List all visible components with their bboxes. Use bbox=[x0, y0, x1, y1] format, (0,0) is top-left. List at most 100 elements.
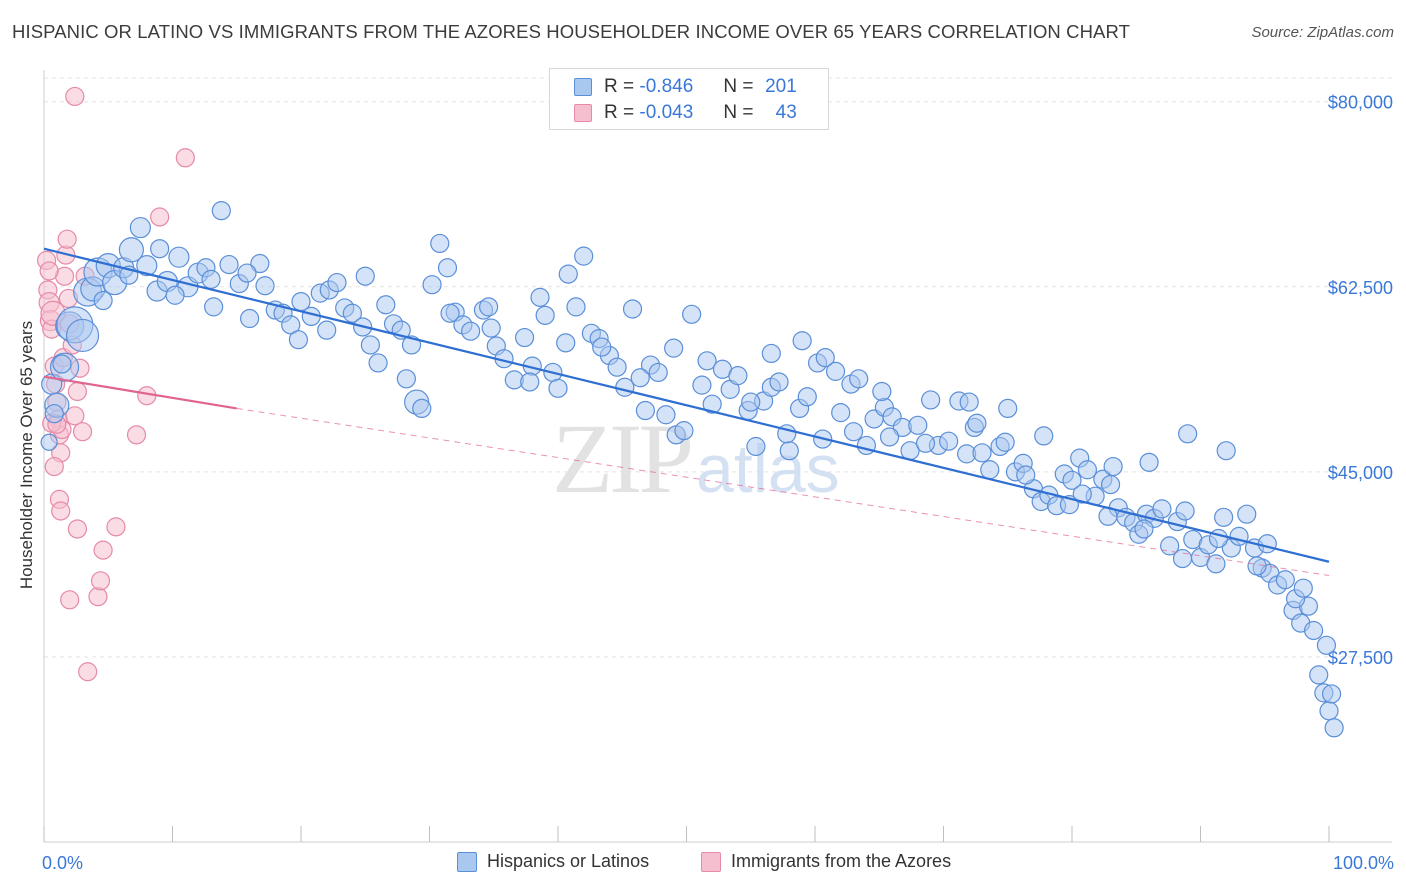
data-point-hispanic bbox=[65, 318, 100, 353]
data-point-hispanic bbox=[769, 372, 789, 392]
data-point-hispanic bbox=[1214, 507, 1234, 527]
data-point-hispanic bbox=[921, 390, 941, 410]
data-point-azores bbox=[126, 425, 147, 445]
data-point-hispanic bbox=[908, 415, 928, 435]
data-point-hispanic bbox=[1247, 556, 1267, 576]
data-point-hispanic bbox=[574, 246, 594, 266]
data-point-azores bbox=[93, 540, 113, 560]
data-point-azores bbox=[57, 229, 77, 249]
legend-r-value: -0.043 bbox=[639, 102, 694, 123]
data-point-hispanic bbox=[219, 254, 239, 275]
y-tick-label: $27,500 bbox=[1328, 648, 1393, 668]
y-tick-label: $62,500 bbox=[1328, 278, 1393, 298]
data-point-hispanic bbox=[520, 372, 540, 392]
data-point-hispanic bbox=[872, 381, 892, 402]
trend-line-azores bbox=[43, 375, 237, 410]
data-point-azores bbox=[51, 501, 71, 521]
data-point-hispanic bbox=[52, 354, 72, 374]
data-point-hispanic bbox=[849, 369, 869, 389]
data-point-hispanic bbox=[761, 343, 781, 364]
data-point-hispanic bbox=[1324, 718, 1344, 738]
data-point-azores bbox=[65, 86, 85, 107]
data-point-hispanic bbox=[44, 404, 64, 424]
data-point-hispanic bbox=[211, 201, 231, 221]
data-point-hispanic bbox=[622, 299, 643, 319]
data-point-hispanic bbox=[530, 287, 550, 307]
data-point-hispanic bbox=[1216, 441, 1236, 461]
data-point-azores bbox=[90, 571, 111, 591]
data-point-hispanic bbox=[995, 432, 1015, 452]
chart-title: HISPANIC OR LATINO VS IMMIGRANTS FROM TH… bbox=[12, 21, 1131, 42]
data-point-hispanic bbox=[664, 338, 684, 358]
data-point-hispanic bbox=[1178, 424, 1198, 444]
data-point-hispanic bbox=[40, 433, 58, 451]
legend-row-azores: R = -0.043 N = 43 bbox=[574, 100, 797, 126]
axes bbox=[43, 70, 1392, 843]
data-point-hispanic bbox=[376, 295, 396, 315]
data-point-hispanic bbox=[548, 378, 568, 398]
data-point-hispanic bbox=[1100, 474, 1121, 495]
data-point-hispanic bbox=[692, 375, 712, 395]
data-point-hispanic bbox=[1237, 504, 1257, 524]
y-tick-labels: $27,500 $45,000 $62,500 $80,000 bbox=[1328, 93, 1393, 668]
data-point-hispanic bbox=[281, 315, 301, 335]
data-point-hispanic bbox=[630, 368, 650, 388]
data-point-hispanic bbox=[1139, 452, 1159, 472]
data-point-hispanic bbox=[741, 392, 761, 412]
data-point-hispanic bbox=[412, 398, 432, 419]
data-point-hispanic bbox=[746, 436, 766, 457]
data-point-hispanic bbox=[558, 264, 578, 284]
data-point-hispanic bbox=[440, 303, 460, 323]
data-point-hispanic bbox=[240, 308, 260, 329]
data-point-hispanic bbox=[250, 253, 270, 274]
y-tick-label: $80,000 bbox=[1328, 93, 1393, 113]
data-point-hispanic bbox=[815, 348, 835, 368]
data-point-hispanic bbox=[430, 233, 450, 254]
data-point-hispanic bbox=[635, 400, 655, 421]
legend-r-label: R = bbox=[604, 102, 635, 123]
data-point-hispanic bbox=[535, 305, 555, 325]
data-point-hispanic bbox=[288, 330, 309, 350]
data-point-hispanic bbox=[237, 263, 257, 283]
data-point-hispanic bbox=[1309, 665, 1329, 685]
data-point-hispanic bbox=[481, 318, 501, 338]
data-point-hispanic bbox=[556, 333, 576, 353]
y-axis-label: Householder Income Over 65 years bbox=[17, 320, 36, 590]
legend-n-label: N = bbox=[723, 76, 754, 97]
data-point-hispanic bbox=[1321, 684, 1342, 704]
legend-item-azores: Immigrants from the Azores bbox=[701, 851, 951, 872]
data-point-hispanic bbox=[129, 216, 151, 239]
data-point-hispanic bbox=[396, 369, 416, 389]
data-point-hispanic bbox=[165, 285, 185, 305]
data-point-hispanic bbox=[355, 266, 375, 286]
x-ticks bbox=[43, 826, 1330, 842]
data-point-hispanic bbox=[607, 357, 627, 377]
data-point-hispanic bbox=[255, 276, 275, 296]
data-point-hispanic bbox=[1303, 620, 1324, 641]
x-tick-labels: 0.0% 100.0% bbox=[42, 853, 1394, 873]
trend-line-hispanics bbox=[43, 247, 1330, 563]
data-point-hispanic bbox=[327, 272, 347, 293]
data-point-hispanic bbox=[879, 427, 900, 447]
blue-points bbox=[40, 201, 1344, 738]
data-point-hispanic bbox=[93, 290, 113, 311]
source-label: Source: ZipAtlas.com bbox=[1251, 24, 1394, 41]
data-point-hispanic bbox=[1016, 465, 1036, 485]
data-point-hispanic bbox=[1319, 701, 1339, 721]
data-point-hispanic bbox=[368, 353, 388, 373]
data-point-hispanic bbox=[566, 297, 586, 317]
data-point-hispanic bbox=[797, 387, 817, 407]
y-tick-label: $45,000 bbox=[1328, 463, 1393, 483]
data-point-hispanic bbox=[831, 403, 851, 423]
data-point-hispanic bbox=[317, 320, 337, 340]
data-point-azores bbox=[78, 662, 98, 682]
data-point-hispanic bbox=[342, 303, 362, 323]
legend-n-value: 43 bbox=[775, 102, 797, 123]
legend-swatch-blue bbox=[457, 851, 477, 872]
data-point-hispanic bbox=[479, 297, 499, 317]
y-axis-label-wrap: Householder Income Over 65 years bbox=[12, 300, 42, 610]
data-point-hispanic bbox=[168, 246, 190, 268]
data-point-hispanic bbox=[792, 331, 812, 351]
data-point-hispanic bbox=[1062, 470, 1082, 490]
